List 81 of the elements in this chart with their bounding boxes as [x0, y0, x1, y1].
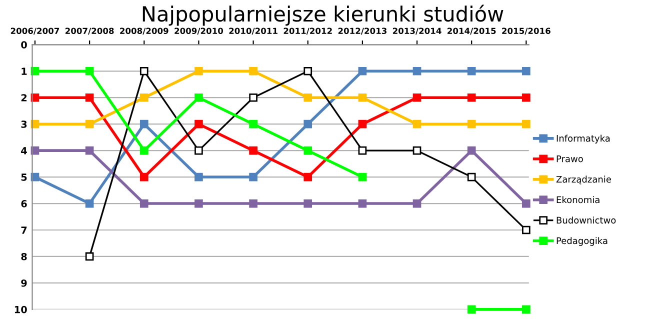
point	[194, 66, 203, 76]
point	[467, 146, 476, 155]
point	[140, 199, 148, 208]
legend-label: Prawo	[556, 155, 583, 162]
y-tick-label: 10	[14, 306, 27, 314]
point	[85, 93, 94, 102]
point	[358, 172, 367, 182]
y-tick-label: 5	[21, 174, 27, 181]
point	[412, 66, 422, 76]
point	[467, 120, 476, 128]
point	[194, 146, 203, 155]
point	[249, 120, 258, 128]
x-tick-label: 2009/2010	[174, 28, 224, 35]
x-tick-label: 2011/2012	[284, 28, 332, 35]
y-tick-label: 3	[21, 120, 27, 128]
point	[304, 93, 312, 102]
y-tick-label: 0	[21, 41, 27, 48]
legend-label: Informatyka	[556, 134, 610, 144]
point	[249, 146, 258, 155]
x-tick-label: 2008/2009	[120, 28, 168, 35]
x-tick-label: 2012/2013	[338, 28, 386, 35]
point	[522, 120, 530, 128]
point	[304, 172, 312, 182]
y-tick-label: 8	[21, 252, 27, 260]
point	[467, 66, 476, 76]
point	[140, 172, 148, 182]
point	[140, 120, 148, 128]
point	[249, 172, 258, 182]
point	[358, 66, 367, 76]
point	[412, 93, 422, 102]
point	[467, 172, 476, 182]
x-tick-label: 2006/2007	[10, 28, 60, 35]
point	[85, 146, 94, 155]
point	[467, 93, 476, 102]
point	[358, 93, 367, 102]
point	[140, 146, 148, 155]
point	[304, 146, 312, 155]
point	[522, 66, 530, 76]
point	[249, 93, 258, 102]
point	[412, 146, 422, 155]
legend-label: Zarządzanie	[556, 176, 611, 184]
legend-label: Budownictwo	[556, 216, 616, 224]
point	[358, 199, 367, 208]
point	[85, 66, 94, 76]
point	[522, 305, 530, 314]
point	[304, 199, 312, 208]
point	[194, 120, 203, 128]
chart-title: Najpopularniejsze kierunki studiów	[142, 4, 504, 26]
y-tick-label: 1	[22, 68, 27, 75]
point	[467, 305, 476, 314]
point	[85, 199, 94, 208]
point	[249, 199, 258, 208]
point	[412, 120, 422, 128]
point	[304, 66, 312, 76]
point	[194, 93, 203, 102]
point	[304, 120, 312, 128]
y-tick-label: 2	[21, 94, 27, 102]
point	[194, 199, 203, 208]
x-tick-label: 2007/2008	[66, 28, 114, 35]
point	[522, 226, 530, 234]
legend-label: Ekonomia	[556, 196, 600, 204]
x-tick-label: 2013/2014	[392, 28, 442, 35]
point	[522, 93, 530, 102]
point	[85, 252, 94, 261]
y-tick-label: 7	[21, 226, 27, 234]
y-tick-label: 6	[21, 200, 27, 208]
point	[358, 120, 367, 128]
y-tick-label: 9	[21, 279, 27, 287]
x-tick-label: 2010/2011	[229, 28, 278, 35]
point	[358, 146, 367, 155]
x-tick-label: 2014/2015	[448, 28, 496, 35]
point	[522, 199, 530, 208]
point	[85, 120, 94, 128]
y-tick-label: 4	[21, 147, 27, 154]
point	[194, 172, 203, 182]
point	[412, 199, 422, 208]
legend-label: Pedagogika	[556, 237, 608, 246]
point	[140, 66, 148, 76]
point	[140, 93, 148, 102]
point	[249, 66, 258, 76]
x-tick-label: 2015/2016	[502, 28, 550, 35]
